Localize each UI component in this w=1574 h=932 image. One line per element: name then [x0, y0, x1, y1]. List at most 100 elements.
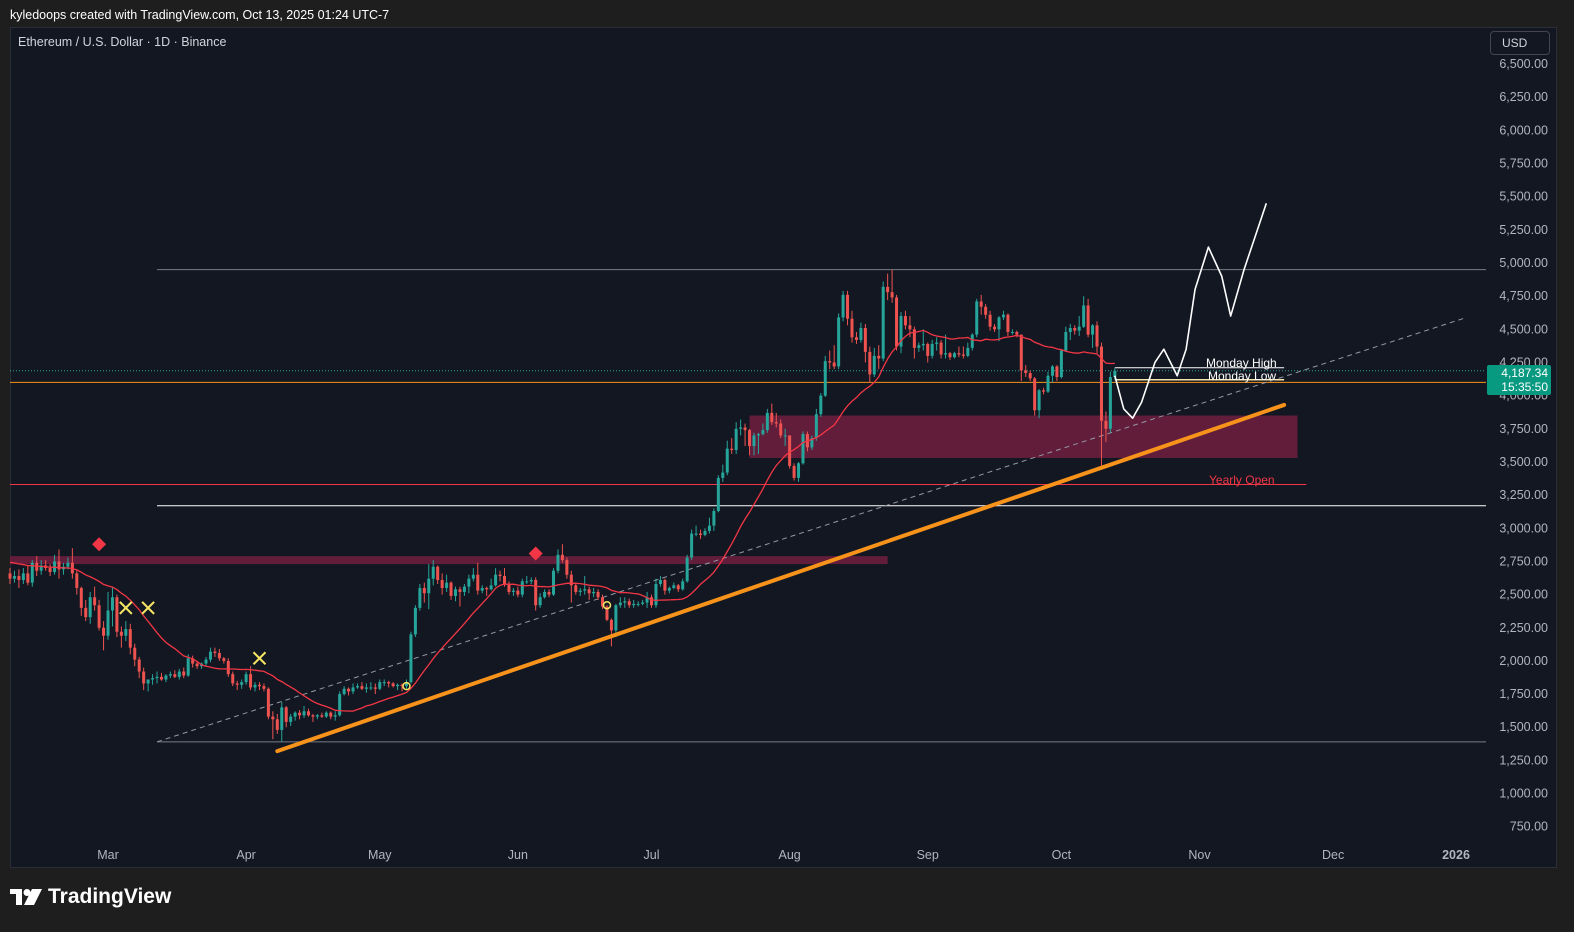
currency-button[interactable]: USD [1490, 31, 1550, 55]
candle-body [217, 652, 221, 659]
candle-body [623, 601, 627, 603]
candle-body [725, 448, 729, 473]
supply-zone-1 [10, 556, 888, 565]
candle-body [672, 585, 676, 588]
x-axis-tick: Apr [236, 848, 255, 862]
candle-body [485, 587, 489, 590]
candle-body [841, 294, 845, 318]
candle-body [257, 684, 261, 687]
candle-body [667, 587, 671, 591]
candle-body [681, 581, 685, 590]
candle-body [79, 587, 83, 608]
candle-body [984, 306, 988, 315]
drawings [9, 203, 1287, 754]
candle-body [529, 580, 533, 582]
candle-body [592, 591, 596, 594]
moving-average-line [9, 329, 1115, 712]
candle-body [632, 603, 636, 606]
candle-body [797, 463, 801, 478]
candle-body [988, 314, 992, 327]
candle-body [654, 583, 658, 606]
candle-body [320, 715, 324, 717]
x-axis-tick: Sep [917, 848, 939, 862]
candle-body [329, 712, 333, 717]
candle-body [859, 327, 863, 340]
candle-body [1113, 370, 1117, 378]
candle-body [480, 587, 484, 591]
candle-body [552, 570, 556, 595]
candle-body [1024, 370, 1028, 374]
candle-body [814, 414, 818, 439]
candle-body [605, 606, 609, 620]
candle-body [534, 580, 538, 606]
candle-body [547, 591, 551, 595]
candle-body [315, 715, 319, 717]
candle-body [903, 316, 907, 326]
candle-body [404, 682, 408, 687]
candle-body [124, 629, 128, 636]
chart-credit: kyledoops created with TradingView.com, … [10, 8, 390, 22]
candle-body [422, 587, 426, 594]
candle-body [1037, 390, 1041, 411]
candle-body [266, 688, 270, 717]
candle-body [1059, 350, 1063, 378]
monday-high-label: Monday High [1206, 356, 1277, 370]
candle-body [347, 688, 351, 692]
price-badge-value: 4,187.34 [1501, 366, 1548, 380]
sell-marker [92, 537, 107, 552]
candle-body [707, 525, 711, 531]
candle-body [979, 301, 983, 307]
candle-body [204, 659, 208, 664]
candle-body [382, 682, 386, 684]
candle-body [1095, 325, 1099, 347]
candle-body [538, 597, 542, 606]
candle-body [877, 355, 881, 359]
candle-body [507, 583, 511, 592]
candle-body [106, 610, 110, 636]
candle-body [413, 607, 417, 635]
cross-marker [119, 601, 133, 615]
y-axis-tick: 4,750.00 [1499, 289, 1548, 303]
candle-body [819, 395, 823, 415]
candle-body [618, 602, 622, 606]
candle-body [159, 676, 163, 680]
candle-body [88, 597, 92, 618]
candle-body [311, 715, 315, 717]
candle-body [961, 354, 965, 356]
candle-body [712, 511, 716, 526]
candle-body [1099, 346, 1103, 421]
candle-body [560, 554, 564, 561]
candle-body [516, 590, 520, 595]
candle-body [881, 286, 885, 359]
tradingview-logo[interactable]: TradingView [10, 885, 171, 909]
candle-body [503, 576, 507, 584]
candle-body [1073, 327, 1077, 331]
candle-body [155, 676, 159, 679]
candle-body [975, 301, 979, 335]
candle-body [912, 329, 916, 348]
candle-body [734, 428, 738, 451]
candle-body [275, 719, 279, 730]
candle-body [280, 707, 284, 730]
candle-body [627, 601, 631, 606]
y-axis-tick: 5,500.00 [1499, 190, 1548, 204]
candle-body [743, 427, 747, 431]
y-axis-tick: 2,250.00 [1499, 621, 1548, 635]
chart-overlays [10, 269, 1486, 743]
candle-body [298, 712, 302, 716]
candle-body [650, 597, 654, 606]
candle-body [93, 597, 97, 606]
signal-circle [602, 600, 612, 610]
candle-body [173, 674, 177, 677]
candle-body [235, 683, 239, 685]
candle-body [756, 434, 760, 436]
candle-body [110, 597, 114, 611]
candle-body [966, 347, 970, 356]
x-axis-tick: Jun [508, 848, 528, 862]
x-axis-tick: 2026 [1442, 848, 1470, 862]
candle-body [454, 589, 457, 596]
candle-body [997, 317, 1001, 330]
y-axis-tick: 3,250.00 [1499, 488, 1548, 502]
candle-body [338, 694, 342, 716]
